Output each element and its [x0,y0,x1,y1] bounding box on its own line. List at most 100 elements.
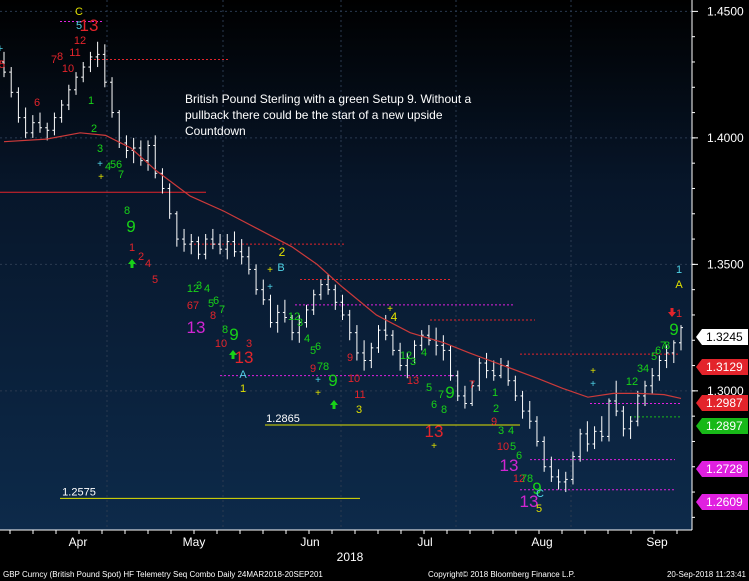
setup-marker: 2 [91,123,97,135]
ohlc-bar [45,122,50,141]
setup-marker: 12 [288,311,300,323]
ohlc-bar [556,469,561,490]
ohlc-bar [297,314,302,343]
setup-marker: 13 [407,375,419,387]
ohlc-bar [16,87,21,123]
ohlc-bar [88,51,93,73]
setup-marker: 5 [152,274,158,286]
setup-marker: 9 [328,371,337,390]
ohlc-bar [167,183,172,219]
x-tick-label: Jun [300,535,319,549]
ohlc-bar [340,294,345,321]
level-label: 1.2865 [266,413,300,425]
ohlc-bar [570,451,575,485]
y-tick-label: 1.3000 [707,384,744,398]
ohlc-bar [426,325,431,346]
footer-timestamp: 20-Sep-2018 11:23:41 [667,570,747,579]
ohlc-bar [210,228,215,250]
ohlc-bar [369,342,374,369]
setup-marker: 3 [498,425,504,437]
setup-marker: C [75,6,83,18]
price-tag-label: 1.2609 [706,495,743,509]
ohlc-bar [398,342,403,371]
ohlc-bar [513,375,518,401]
setup-marker: 11 [69,47,80,59]
ohlc-bar [563,471,568,493]
setup-marker: 1 [676,264,682,276]
setup-marker: 6 [431,399,437,411]
setup-marker: 3 [246,338,252,350]
setup-marker: + [387,304,393,315]
ohlc-bar [30,115,35,138]
ohlc-bar [419,330,424,351]
x-tick-label: Sep [646,535,668,549]
ohlc-bar [354,325,359,361]
setup-marker: 8 [210,310,216,322]
moving-average [3,132,682,400]
setup-marker: 5 [651,351,657,363]
setup-marker: 6 [655,345,661,357]
setup-marker: 12 [74,35,86,47]
ohlc-bar [679,325,683,351]
ohlc-bar [261,279,266,305]
x-tick-label: Jul [417,535,432,549]
x-tick-label: May [183,535,206,549]
level-label: 1.2575 [62,486,96,498]
annotation-line-2: pullback there could be the start of a n… [185,108,443,122]
price-tag-box [696,329,748,345]
ohlc-bar [182,228,187,252]
setup-marker: 12 [400,350,412,362]
setup-marker: 5 [536,503,542,515]
setup-marker: 4 [391,310,398,324]
ohlc-bar [527,400,532,429]
setup-marker: 9 [532,479,541,498]
ohlc-bar [304,304,309,328]
setup-marker: + [267,265,273,276]
setup-marker: + [0,43,3,55]
setup-marker: 12 [626,376,638,388]
ohlc-bar [628,416,633,439]
setup-marker: 5 [208,298,214,310]
price-tag: 1.3129 [696,359,748,375]
x-tick-label: Apr [69,535,88,549]
setup-marker: 13 [425,422,444,441]
year-label: 2018 [337,550,364,564]
price-tag-label: 1.3129 [706,360,743,374]
ohlc-bar [146,140,151,171]
setup-marker: 4 [145,258,151,270]
ohlc-bar [542,436,547,472]
ohlc-bar [81,61,86,83]
ohlc-bar [671,340,676,364]
x-axis: Apr May Jun Jul Aug Sep [0,529,692,549]
price-tag-label: 1.3245 [706,330,743,344]
setup-marker: 9 [310,363,316,375]
ohlc-bar [412,340,417,364]
ohlc-bar [592,426,597,450]
setup-marker: B [277,262,284,274]
ohlc-bar [585,421,590,452]
ohlc-bar [657,355,662,381]
setup-marker: 4 [421,347,427,359]
setup-marker: 13 [520,492,539,511]
ohlc-bar [196,236,201,260]
setup-marker: 9 [669,320,678,339]
annotation-line-1: British Pound Sterling with a green Setu… [185,92,471,106]
ohlc-bar [203,234,208,260]
price-tag-box [696,418,748,434]
y-tick-label: 1.4500 [707,4,744,18]
setup-marker: 5 [0,59,5,71]
setup-marker: 2 [493,403,499,415]
setup-marker: 5 [76,20,82,32]
ohlc-bar [491,360,496,381]
setup-marker: + [590,379,596,390]
ohlc-bar [462,385,467,409]
setup-marker: 4 [304,333,310,345]
ohlc-bar [102,44,107,88]
ohlc-bar [326,274,331,295]
setup-marker: 11 [354,389,365,401]
setup-marker: 10 [62,63,74,75]
setup-marker: 67 [187,300,199,312]
price-tag: 1.2728 [696,461,748,477]
price-tag-label: 1.2897 [706,419,743,433]
